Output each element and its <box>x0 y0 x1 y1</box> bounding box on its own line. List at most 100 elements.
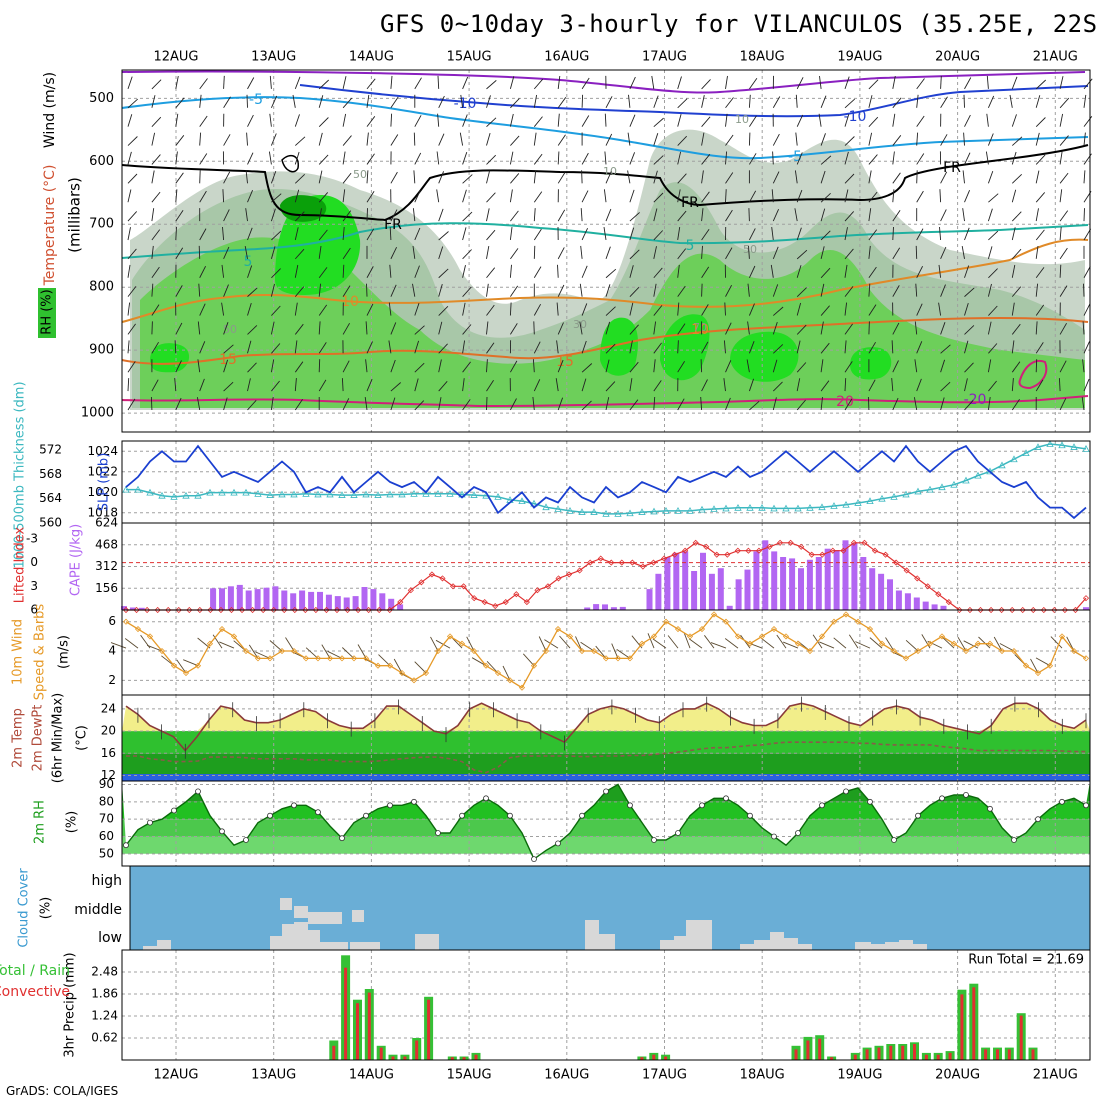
upper-wind-barb <box>390 397 396 411</box>
upper-wind-barb <box>318 154 329 165</box>
cloud-ylabel-2: (%) <box>39 897 54 920</box>
upper-wind-barb <box>557 322 564 335</box>
lifted-index-marker <box>576 567 583 574</box>
upper-wind-barb <box>509 264 512 278</box>
thickness-marker <box>854 499 862 506</box>
contour-20-loop <box>1018 360 1048 390</box>
lifted-index-marker <box>671 551 678 558</box>
upper-wind-barb <box>844 264 848 278</box>
lifted-index-marker <box>534 587 541 594</box>
upper-wind-barb <box>247 362 257 373</box>
upper-wind-barb <box>151 170 155 184</box>
upper-wind-barb <box>151 229 161 241</box>
upper-wind-barb <box>247 287 258 297</box>
upper-wind-barb <box>151 379 159 392</box>
thickness-marker <box>230 488 238 496</box>
surface-wind-barb <box>219 641 235 649</box>
wind-ylabel-1: 10m Wind <box>11 619 26 685</box>
upper-wind-barb <box>964 227 970 241</box>
upper-wind-barb <box>150 396 153 410</box>
upper-wind-barb <box>940 359 946 373</box>
upper-wind-barb <box>844 136 855 146</box>
upper-wind-barb <box>1011 227 1016 241</box>
surface-wind-barb <box>321 644 331 659</box>
upper-wind-barb <box>796 189 803 203</box>
upper-wind-barb <box>557 247 565 260</box>
upper-wind-barb <box>127 211 138 222</box>
upper-wind-barb <box>223 322 229 335</box>
upper-wind-barb <box>127 361 136 373</box>
upper-wind-barb <box>701 229 710 241</box>
cloud-bar-low <box>740 944 754 950</box>
cloud-bar-low <box>350 942 364 950</box>
upper-wind-barb <box>510 210 519 222</box>
contour-label-10: 10 <box>691 322 709 338</box>
wind-speed-marker <box>410 677 418 684</box>
upper-wind-barb <box>414 325 425 335</box>
upper-wind-barb <box>223 359 229 373</box>
temp-fill <box>122 703 1090 732</box>
upper-wind-barb <box>294 173 306 184</box>
run-total-label: Run Total = 21.69 <box>968 953 1084 968</box>
upper-wind-barb <box>916 170 918 184</box>
surface-wind-barb <box>885 637 895 652</box>
contour-label-1: -10 <box>844 109 867 125</box>
cloud-bar-low <box>885 942 899 950</box>
upper-wind-barb <box>175 97 185 109</box>
cape-bar <box>272 586 279 610</box>
wind-speed-marker <box>830 618 838 625</box>
upper-wind-barb <box>151 341 159 354</box>
upper-wind-barb <box>175 210 184 222</box>
upper-wind-barb <box>796 114 804 127</box>
thickness-marker <box>722 504 730 512</box>
upper-wind-barb <box>748 341 755 354</box>
surface-wind-barb <box>941 636 955 649</box>
upper-wind-barb <box>318 342 327 354</box>
cape-bar <box>584 607 591 610</box>
wind-speed-marker <box>506 677 514 684</box>
cape-bar <box>646 589 653 610</box>
upper-wind-barb <box>223 284 229 297</box>
upper-wind-barb <box>677 189 681 203</box>
wind-speed-marker <box>1058 633 1066 640</box>
upper-wind-barb <box>1035 170 1040 184</box>
upper-wind-barb <box>127 264 131 278</box>
upper-wind-barb <box>581 77 590 90</box>
upper-wind-barb <box>438 208 444 222</box>
surface-wind-barb <box>327 650 343 659</box>
rh-marker <box>531 856 537 862</box>
upper-wind-barb <box>701 379 708 392</box>
upper-wind-barb <box>199 94 202 108</box>
upper-wind-barb <box>653 305 663 316</box>
upper-wind-barb <box>844 151 849 165</box>
upper-wind-barb <box>723 378 726 392</box>
wind-speed-marker <box>518 684 526 691</box>
upper-wind-barb <box>318 117 329 127</box>
rh-marker <box>603 788 609 795</box>
top-day-label-19aug: 19AUG <box>837 50 882 65</box>
wind-speed-marker <box>902 655 910 662</box>
precip-tick-1.86: 1.86 <box>91 987 118 1001</box>
upper-wind-barb <box>438 397 442 411</box>
thickness-marker <box>890 493 898 500</box>
upper-wind-barb <box>271 305 281 316</box>
upper-wind-barb <box>366 228 375 241</box>
temp-ylabel-1: 2m Temp <box>11 708 26 768</box>
upper-wind-barb <box>438 246 444 260</box>
upper-ylabel-temperature: Temperature (°C) <box>42 165 58 287</box>
upper-wind-barb <box>987 95 995 108</box>
wind-speed-marker <box>674 625 682 633</box>
upper-wind-barb <box>988 230 999 241</box>
upper-wind-barb <box>987 321 992 335</box>
upper-wind-barb <box>677 210 687 222</box>
upper-wind-barb <box>414 340 420 354</box>
upper-wind-barb <box>510 285 519 297</box>
upper-wind-barb <box>940 344 951 354</box>
surface-wind-barb <box>393 658 403 674</box>
surface-wind-barb <box>652 638 667 649</box>
upper-wind-barb <box>892 172 901 184</box>
surface-wind-barb <box>783 641 799 649</box>
upper-wind-barb <box>557 397 564 411</box>
surface-wind-barb <box>611 643 619 659</box>
upper-wind-barb <box>961 246 965 259</box>
